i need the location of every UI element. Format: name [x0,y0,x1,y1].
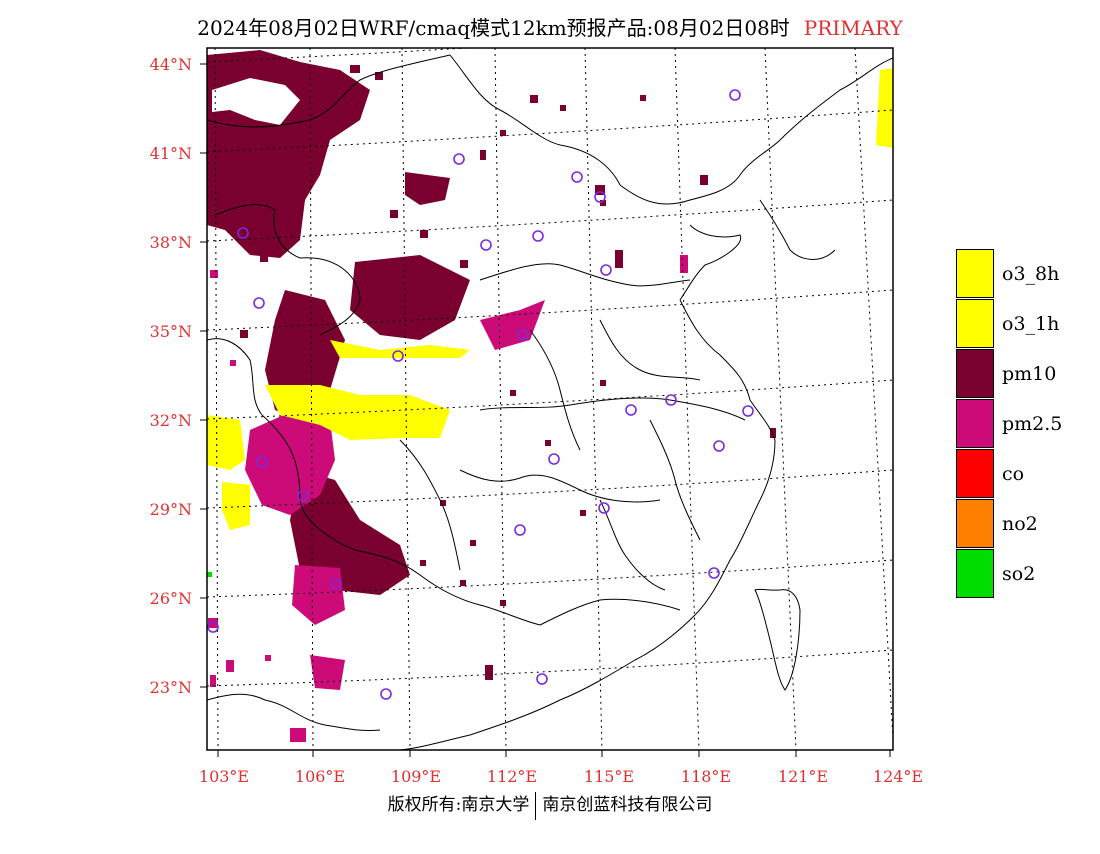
pm10-scatter [240,65,776,680]
lon-label: 124°E [873,767,923,786]
lat-label: 32°N [150,411,192,430]
pm10-region-northwest [207,50,370,258]
pollution-layer [207,50,893,742]
lon-label: 106°E [295,767,345,786]
legend-label: pm10 [1002,363,1057,385]
footer-right: 南京创蓝科技有限公司 [542,795,713,815]
legend-swatch [956,299,994,348]
pm25-region-east [480,300,545,350]
o3-region-west [207,415,245,470]
o3-region-west2 [222,482,250,530]
lat-labels: 44°N 41°N 38°N 35°N 32°N 29°N 26°N 23°N [150,55,192,697]
legend-label: pm2.5 [1002,413,1063,435]
lon-label: 115°E [584,767,634,786]
legend-label: no2 [1002,513,1038,535]
station-markers [207,89,754,700]
so2-dot [207,572,212,577]
lat-label: 41°N [150,144,192,163]
title-mode: PRIMARY [803,16,903,40]
map-frame [206,47,894,751]
pm25-scatter [208,255,688,742]
lat-label: 26°N [150,589,192,608]
legend-swatch [956,499,994,548]
lat-label: 35°N [150,322,192,341]
pm25-region-sichuan [245,410,335,515]
legend-label: o3_1h [1002,313,1060,335]
footer-divider [535,791,537,820]
title-main: 2024年08月02日WRF/cmaq模式12km预报产品:08月02日08时 [197,16,790,40]
footer-left: 版权所有:南京大学 [387,795,530,815]
pm10-region-central-north [350,255,470,340]
lat-label: 44°N [150,55,192,74]
legend-swatch [956,249,994,298]
o3-region-band [330,340,470,358]
pm10-region-south [290,470,410,595]
boundaries [207,54,893,750]
legend-label: co [1002,463,1025,485]
lat-label: 38°N [150,233,192,252]
lon-labels: 103°E 106°E 109°E 112°E 115°E 118°E 121°… [199,767,923,786]
o3-region-northeast [876,68,893,148]
copyright-footer: 版权所有:南京大学 南京创蓝科技有限公司 [0,790,1100,820]
pm25-region-guizhou [292,565,345,625]
lat-label: 29°N [150,500,192,519]
pm25-region-south2 [310,655,345,690]
legend-label: o3_8h [1002,263,1060,285]
lon-label: 103°E [199,767,249,786]
legend-label: so2 [1002,563,1036,585]
clear-patch [212,78,300,125]
pm10-region-north [405,172,450,205]
map-title: 2024年08月02日WRF/cmaq模式12km预报产品:08月02日08时 P… [0,12,1100,41]
ticks [200,63,891,757]
lat-label: 23°N [150,678,192,697]
legend-swatch [956,399,994,448]
lon-label: 118°E [681,767,731,786]
graticule [207,48,893,750]
legend-swatch [956,549,994,598]
lon-label: 112°E [487,767,537,786]
lon-label: 121°E [778,767,828,786]
legend-swatch [956,449,994,498]
lon-label: 109°E [391,767,441,786]
legend-swatch [956,349,994,398]
